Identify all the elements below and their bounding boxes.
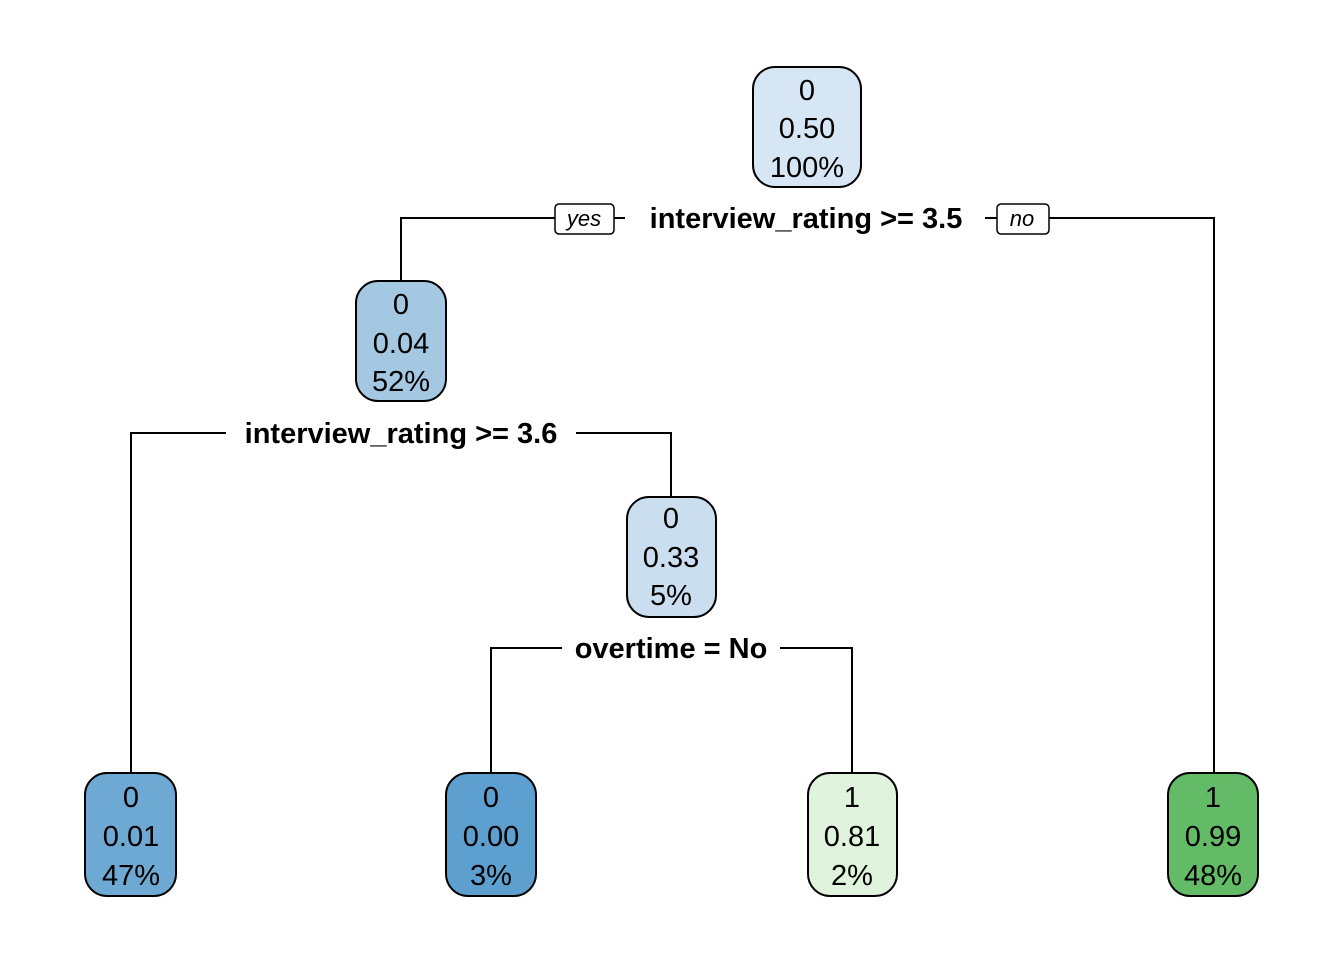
node-n2-box — [355, 280, 447, 402]
leaf-node-11-class: 1 — [844, 782, 860, 814]
leaf-node-10-class: 0 — [483, 782, 499, 814]
edge-n2-left — [130, 432, 240, 773]
leaf-node-4: 0 0.01 47% — [84, 772, 177, 897]
node-root-prob: 0.50 — [779, 113, 835, 145]
node-n5-class: 0 — [663, 503, 679, 535]
split-label-n5: overtime = No — [562, 630, 780, 666]
leaf-node-3-class: 1 — [1205, 782, 1221, 814]
leaf-node-10-box — [445, 772, 537, 897]
node-n5-prob: 0.33 — [643, 542, 699, 574]
edge-root-to-left — [400, 217, 560, 281]
node-n2-prob: 0.04 — [373, 328, 429, 360]
node-root-box — [752, 66, 862, 188]
leaf-node-11-pct: 2% — [831, 860, 873, 892]
leaf-node-3-pct: 48% — [1184, 860, 1242, 892]
leaf-node-4-prob: 0.01 — [103, 821, 159, 853]
node-n2-class: 0 — [393, 289, 409, 321]
edge-n5-left — [490, 647, 570, 773]
edge-n2-right — [575, 432, 672, 497]
edge-root-to-right — [1045, 217, 1215, 773]
leaf-node-11-box — [807, 772, 898, 897]
node-n2: 0 0.04 52% — [355, 280, 447, 402]
node-root: 0 0.50 100% — [752, 66, 862, 188]
node-n5-box — [626, 496, 717, 618]
edge-n5-right — [772, 647, 853, 773]
split-label-n2: interview_rating >= 3.6 — [226, 415, 576, 451]
leaf-node-10: 0 0.00 3% — [445, 772, 537, 897]
yes-tag: yes — [554, 203, 615, 235]
no-tag-text: no — [1010, 206, 1034, 231]
node-n2-pct: 52% — [372, 366, 430, 398]
leaf-node-4-pct: 47% — [102, 860, 160, 892]
node-root-class: 0 — [799, 75, 815, 107]
node-n5-pct: 5% — [650, 580, 692, 612]
leaf-node-11-prob: 0.81 — [824, 821, 880, 853]
leaf-node-4-class: 0 — [123, 782, 139, 814]
leaf-node-10-pct: 3% — [470, 860, 512, 892]
leaf-node-11: 1 0.81 2% — [807, 772, 898, 897]
no-tag: no — [996, 203, 1050, 235]
leaf-node-3: 1 0.99 48% — [1167, 772, 1259, 897]
split-text-n5: overtime = No — [575, 633, 768, 665]
node-root-pct: 100% — [770, 152, 844, 184]
split-text-n2: interview_rating >= 3.6 — [245, 418, 558, 450]
leaf-node-3-box — [1167, 772, 1259, 897]
leaf-node-10-prob: 0.00 — [463, 821, 519, 853]
leaf-node-3-prob: 0.99 — [1185, 821, 1241, 853]
yes-tag-text: yes — [565, 206, 601, 231]
leaf-node-4-box — [84, 772, 177, 897]
node-n5: 0 0.33 5% — [626, 496, 717, 618]
split-label-root: interview_rating >= 3.5 — [632, 200, 982, 236]
split-text-root: interview_rating >= 3.5 — [650, 203, 963, 235]
